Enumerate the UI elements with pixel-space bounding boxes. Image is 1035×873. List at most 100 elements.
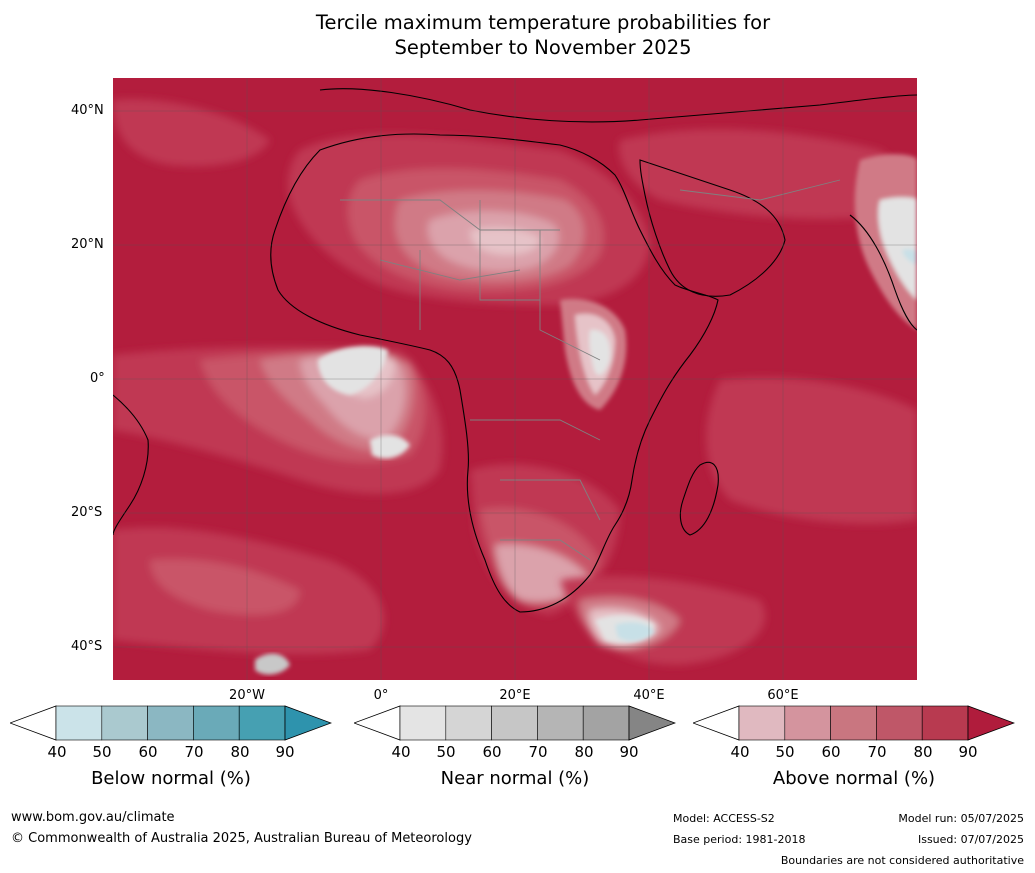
india-anomaly: [854, 154, 917, 330]
colorbar-swatch: [491, 705, 538, 741]
border-line-4: [539, 230, 601, 361]
colorbar-swatch: [238, 705, 286, 741]
colorbar-below-swatches: [10, 705, 332, 741]
europe-coastline: [319, 88, 917, 123]
colorbar-swatch: [784, 705, 831, 741]
border-line-1: [340, 199, 560, 231]
border-line-9: [679, 179, 841, 201]
colorbar-tick: 90: [619, 743, 639, 761]
colorbar-tick: 90: [275, 743, 295, 761]
colorbar-tick: 70: [867, 743, 887, 761]
title-line-2: September to November 2025: [394, 36, 692, 59]
colorbar-swatch: [921, 705, 969, 741]
india-coastline: [849, 214, 917, 331]
colorbar-tick: 70: [184, 743, 204, 761]
atlantic-near-normal-1: [318, 346, 388, 395]
graticule: [113, 78, 917, 680]
north-atlantic-zone-80: [113, 99, 270, 167]
colorbar-tick: 60: [821, 743, 841, 761]
colorbar-swatch: [876, 705, 923, 741]
colorbar-above-title: Above normal (%): [772, 768, 936, 789]
colorbar-tick: 40: [47, 743, 67, 761]
colorbar-swatch: [193, 705, 240, 741]
colorbar-extend-high: [967, 705, 1015, 741]
madagascar-coastline: [679, 461, 719, 536]
lat-label-20n: 20°N: [71, 237, 104, 252]
footer-model-run: Model run: 05/07/2025: [898, 812, 1024, 825]
south-atlantic-near-normal: [255, 653, 290, 675]
colorbar-above-normal: 40 50 60 70 80 90 Above normal (%): [693, 700, 1015, 789]
colorbar-extend-low: [693, 705, 740, 741]
chart-title: Tercile maximum temperature probabilitie…: [0, 10, 1035, 60]
lon-label-20w: 20°W: [229, 688, 265, 703]
colorbar-tick: 50: [436, 743, 456, 761]
north-africa-anomaly: [113, 99, 903, 305]
coastlines: [113, 88, 917, 613]
colorbar-swatch: [399, 705, 447, 741]
india-near-normal: [878, 197, 917, 300]
east-africa-near-normal: [589, 329, 611, 376]
colorbar-swatch: [55, 705, 103, 741]
colorbar-swatch: [738, 705, 786, 741]
colorbar-extend-high: [628, 705, 676, 741]
colorbar-swatch: [830, 705, 877, 741]
sahara-zone-40: [470, 227, 540, 255]
colorbar-extend-low: [354, 705, 401, 741]
border-line-7: [500, 539, 591, 561]
east-africa-anomaly: [560, 298, 627, 410]
colorbar-near-swatches: [354, 705, 676, 741]
footer-issued: Issued: 07/07/2025: [917, 833, 1024, 846]
south-america-coastline: [113, 394, 149, 536]
lon-label-60e: 60°E: [767, 688, 799, 703]
border-line-8: [379, 259, 521, 281]
footer-copyright: © Commonwealth of Australia 2025, Austra…: [11, 831, 472, 846]
border-line-3: [479, 200, 540, 301]
colorbar-swatch: [147, 705, 194, 741]
colorbar-swatch: [582, 705, 630, 741]
colorbar-tick: 80: [913, 743, 933, 761]
lat-label-0: 0°: [90, 371, 105, 386]
colorbar-tick: 80: [574, 743, 594, 761]
southern-ocean-anomaly: [113, 377, 917, 665]
arabia-zone-80: [619, 129, 903, 220]
lat-label-40n: 40°N: [71, 103, 104, 118]
colorbar-extend-low: [10, 705, 57, 741]
colorbar-near-title: Near normal (%): [440, 768, 590, 789]
colorbar-below-normal: 40 50 60 70 80 90 Below normal (%): [10, 700, 332, 789]
lat-label-40s: 40°S: [71, 639, 103, 654]
lat-label-20s: 20°S: [71, 505, 103, 520]
colorbar-swatch: [445, 705, 492, 741]
footer-disclaimer: Boundaries are not considered authoritat…: [780, 854, 1024, 867]
arabia-coastline: [639, 159, 786, 297]
colorbar-tick: 50: [775, 743, 795, 761]
south-indian-below-normal: [615, 622, 655, 642]
colorbar-tick: 40: [730, 743, 750, 761]
colorbar-swatch: [537, 705, 584, 741]
border-line-6: [500, 479, 601, 521]
footer-base-period: Base period: 1981-2018: [673, 833, 806, 846]
india-below-normal: [902, 249, 917, 265]
footer-website: www.bom.gov.au/climate: [11, 810, 175, 825]
south-atlantic-zone-70: [150, 559, 300, 615]
country-borders: [340, 179, 841, 561]
colorbar-near-normal: 40 50 60 70 80 90 Near normal (%): [354, 700, 676, 789]
colorbar-tick: 60: [138, 743, 158, 761]
colorbar-extend-high: [284, 705, 332, 741]
colorbar-tick: 40: [391, 743, 411, 761]
lon-label-40e: 40°E: [633, 688, 665, 703]
title-line-1: Tercile maximum temperature probabilitie…: [315, 11, 771, 34]
colorbar-above-swatches: [693, 705, 1015, 741]
colorbar-swatch: [101, 705, 148, 741]
lon-label-0: 0°: [373, 688, 389, 703]
colorbar-tick: 90: [958, 743, 978, 761]
colorbar-tick: 70: [528, 743, 548, 761]
east-indian-zone-80: [706, 377, 917, 524]
lon-label-20e: 20°E: [499, 688, 531, 703]
colorbar-below-title: Below normal (%): [91, 768, 251, 789]
border-line-5: [470, 419, 601, 441]
colorbar-tick: 50: [92, 743, 112, 761]
colorbar-tick: 80: [230, 743, 250, 761]
atlantic-near-normal-2: [370, 435, 410, 459]
africa-coastline: [270, 133, 719, 613]
footer-model: Model: ACCESS-S2: [673, 812, 775, 825]
